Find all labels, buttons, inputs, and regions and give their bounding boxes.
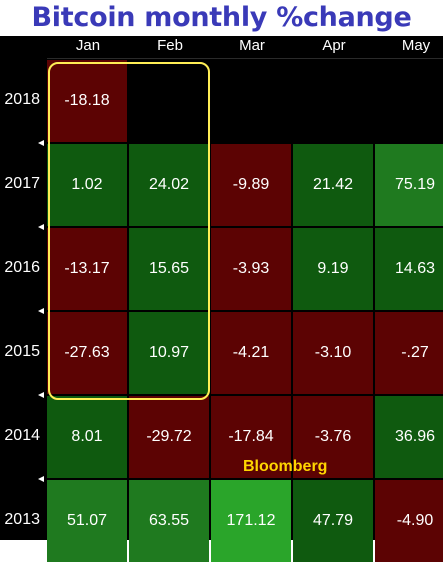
- cell-2016-jan: -13.17: [47, 228, 127, 310]
- cell-2015-jan: -27.63: [47, 312, 127, 394]
- column-header-jan: Jan: [47, 36, 129, 59]
- column-header-mar: Mar: [211, 36, 293, 59]
- cell-2015-feb: 10.97: [129, 312, 209, 394]
- cell-2013-may: -4.90: [375, 480, 443, 562]
- column-header-apr: Apr: [293, 36, 375, 59]
- column-header-may: May: [375, 36, 443, 59]
- cell-2017-feb: 24.02: [129, 144, 209, 226]
- chart-title: Bitcoin monthly %change: [31, 2, 412, 33]
- cell-2014-may: 36.96: [375, 396, 443, 478]
- cell-2015-apr: -3.10: [293, 312, 373, 394]
- cell-2014-apr: -3.76: [293, 396, 373, 478]
- cell-2018-jan: -18.18: [47, 60, 127, 142]
- cell-2015-mar: -4.21: [211, 312, 291, 394]
- row-label-2014: 2014: [4, 427, 40, 444]
- column-headers: Jan Feb Mar Apr May: [47, 36, 443, 59]
- row-tick-mark: [38, 392, 44, 398]
- row-tick-mark: [38, 224, 44, 230]
- row-label-2018: 2018: [4, 91, 40, 108]
- cell-2017-may: 75.19: [375, 144, 443, 226]
- cell-2016-may: 14.63: [375, 228, 443, 310]
- cell-2014-feb: -29.72: [129, 396, 209, 478]
- cell-2013-feb: 63.55: [129, 480, 209, 562]
- cell-2016-mar: -3.93: [211, 228, 291, 310]
- column-header-feb: Feb: [129, 36, 211, 59]
- cell-2016-apr: 9.19: [293, 228, 373, 310]
- row-label-2017: 2017: [4, 175, 40, 192]
- heatmap: Jan Feb Mar Apr May 2018 2017 2016 2015 2014 2013…: [0, 36, 443, 562]
- row-label-2016: 2016: [4, 259, 40, 276]
- cell-2017-apr: 21.42: [293, 144, 373, 226]
- row-tick-mark: [38, 476, 44, 482]
- cell-2013-mar: 171.12: [211, 480, 291, 562]
- cell-2014-jan: 8.01: [47, 396, 127, 478]
- cell-2015-may: -.27: [375, 312, 443, 394]
- cell-2013-jan: 51.07: [47, 480, 127, 562]
- cell-2013-apr: 47.79: [293, 480, 373, 562]
- row-tick-mark: [38, 308, 44, 314]
- row-tick-mark: [38, 140, 44, 146]
- cell-2014-mar: -17.84: [211, 396, 291, 478]
- cell-2017-mar: -9.89: [211, 144, 291, 226]
- cell-2017-jan: 1.02: [47, 144, 127, 226]
- row-label-2013: 2013: [4, 511, 40, 528]
- row-label-2015: 2015: [4, 343, 40, 360]
- bloomberg-watermark: Bloomberg: [243, 458, 328, 475]
- cell-2016-feb: 15.65: [129, 228, 209, 310]
